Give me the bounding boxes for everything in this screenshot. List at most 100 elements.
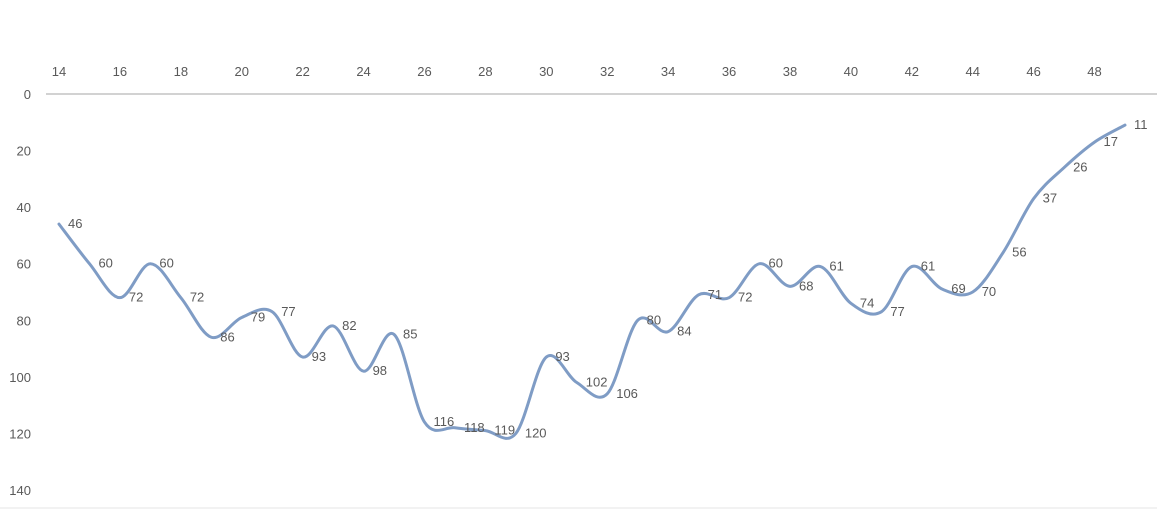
data-point — [331, 324, 335, 328]
x-tick-label: 42 — [905, 64, 919, 79]
y-tick-label: 20 — [17, 144, 31, 159]
data-point — [575, 381, 579, 385]
data-point — [849, 301, 853, 305]
data-label: 77 — [281, 304, 295, 319]
y-tick-label: 140 — [9, 483, 31, 498]
data-point — [209, 335, 213, 339]
data-label: 84 — [677, 324, 691, 339]
y-tick-label: 0 — [24, 87, 31, 102]
y-tick-label: 60 — [17, 257, 31, 272]
x-tick-label: 48 — [1087, 64, 1101, 79]
data-label: 80 — [647, 312, 661, 327]
data-point — [1032, 197, 1036, 201]
data-label: 82 — [342, 318, 356, 333]
x-tick-label: 22 — [295, 64, 309, 79]
data-point — [422, 420, 426, 424]
data-point — [148, 262, 152, 266]
data-label: 71 — [708, 287, 722, 302]
y-tick-label: 40 — [17, 200, 31, 215]
data-point — [544, 355, 548, 359]
data-point — [818, 265, 822, 269]
data-label: 61 — [921, 259, 935, 274]
data-label: 69 — [951, 281, 965, 296]
x-tick-label: 38 — [783, 64, 797, 79]
data-label: 77 — [890, 304, 904, 319]
data-label: 72 — [190, 290, 204, 305]
x-tick-label: 28 — [478, 64, 492, 79]
x-tick-label: 26 — [417, 64, 431, 79]
data-label: 98 — [373, 363, 387, 378]
data-point — [727, 296, 731, 300]
x-tick-label: 34 — [661, 64, 675, 79]
x-tick-label: 14 — [52, 64, 66, 79]
data-point — [1001, 250, 1005, 254]
data-label: 120 — [525, 425, 547, 440]
data-label: 93 — [555, 349, 569, 364]
y-tick-label: 120 — [9, 426, 31, 441]
data-point — [758, 262, 762, 266]
data-label: 74 — [860, 295, 874, 310]
data-point — [87, 262, 91, 266]
x-tick-label: 36 — [722, 64, 736, 79]
data-label: 72 — [738, 290, 752, 305]
x-axis-ticks: 14 16 18 20 22 24 26 28 30 32 34 36 38 40 42 44 46 48 — [52, 64, 1102, 79]
data-point — [270, 310, 274, 314]
x-tick-label: 24 — [356, 64, 370, 79]
data-label: 119 — [494, 423, 515, 438]
data-point — [910, 265, 914, 269]
data-label: 60 — [769, 256, 783, 271]
data-label: 46 — [68, 216, 82, 231]
data-point — [971, 290, 975, 294]
data-label: 86 — [220, 329, 234, 344]
x-tick-label: 30 — [539, 64, 553, 79]
series-line — [57, 123, 1127, 440]
x-tick-label: 46 — [1026, 64, 1040, 79]
data-point — [697, 293, 701, 297]
data-point — [605, 392, 609, 396]
data-label: 68 — [799, 278, 813, 293]
data-point — [1093, 140, 1097, 144]
data-point — [666, 330, 670, 334]
data-label: 106 — [616, 386, 638, 401]
data-label: 102 — [586, 375, 608, 390]
data-point — [940, 287, 944, 291]
data-point — [57, 222, 61, 226]
data-point — [788, 284, 792, 288]
data-label: 93 — [312, 349, 326, 364]
data-label: 79 — [251, 309, 265, 324]
data-label: 60 — [159, 256, 173, 271]
data-point — [301, 355, 305, 359]
x-tick-label: 44 — [965, 64, 979, 79]
data-label: 116 — [433, 414, 454, 429]
data-label: 70 — [982, 284, 996, 299]
data-point — [392, 332, 396, 336]
x-tick-label: 40 — [844, 64, 858, 79]
data-label: 61 — [829, 259, 843, 274]
x-tick-label: 18 — [174, 64, 188, 79]
data-label: 26 — [1073, 160, 1087, 175]
data-label: 11 — [1134, 117, 1148, 132]
data-point — [1062, 166, 1066, 170]
data-point — [240, 315, 244, 319]
x-tick-label: 16 — [113, 64, 127, 79]
data-labels: 46 60 72 60 72 86 79 77 93 82 98 85 116 118 119 120 93 10… — [68, 117, 1148, 440]
data-label: 85 — [403, 326, 417, 341]
data-label: 60 — [98, 256, 112, 271]
data-label: 17 — [1104, 134, 1118, 149]
data-label: 118 — [464, 420, 485, 435]
data-point — [362, 369, 366, 373]
y-axis-ticks: 0 20 40 60 80 100 120 140 — [9, 87, 31, 498]
x-tick-label: 20 — [235, 64, 249, 79]
data-point — [118, 296, 122, 300]
y-tick-label: 80 — [17, 313, 31, 328]
x-tick-label: 32 — [600, 64, 614, 79]
data-point — [179, 296, 183, 300]
data-point — [879, 310, 883, 314]
data-label: 37 — [1043, 191, 1057, 206]
data-point — [1123, 123, 1127, 127]
data-label: 72 — [129, 290, 143, 305]
data-label: 56 — [1012, 244, 1026, 259]
y-tick-label: 100 — [9, 370, 31, 385]
